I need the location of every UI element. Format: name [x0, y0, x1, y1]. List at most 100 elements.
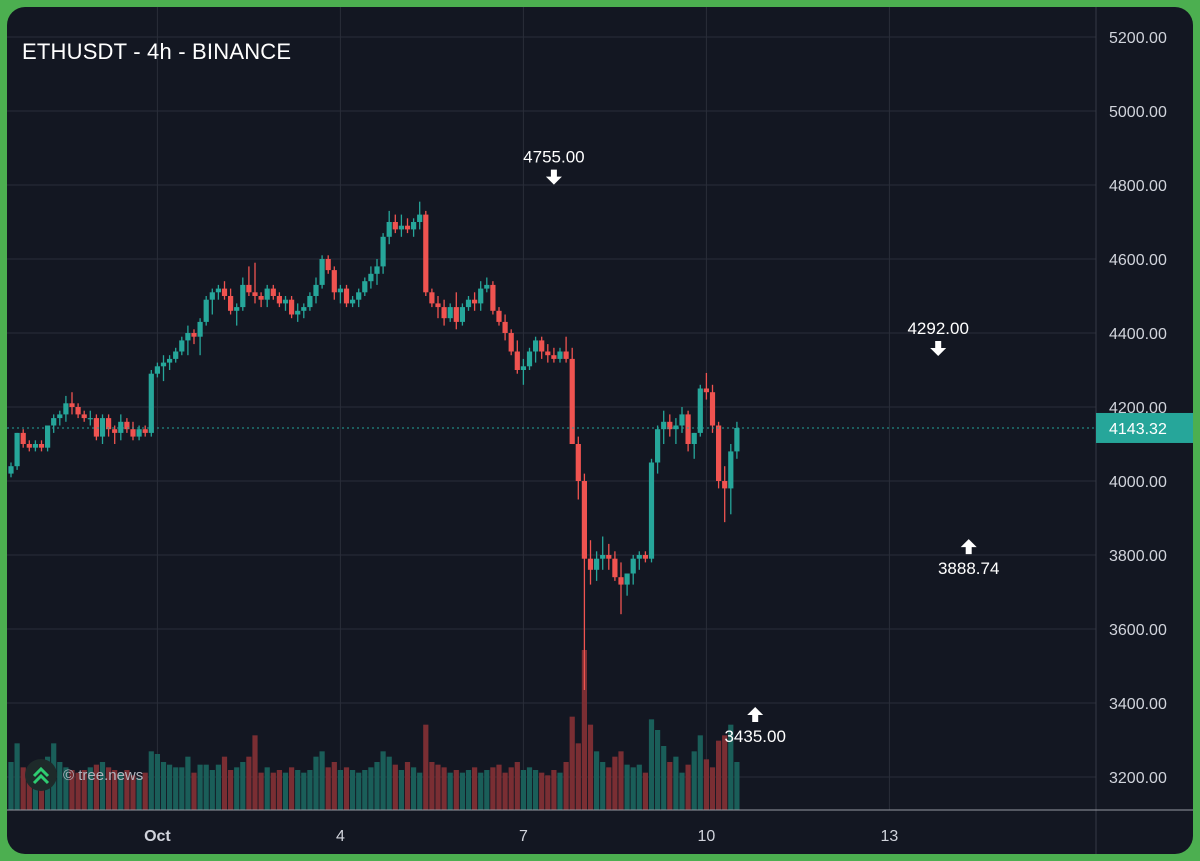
candle-body[interactable]: [600, 555, 606, 559]
candle-body[interactable]: [215, 288, 221, 293]
candle-body[interactable]: [173, 351, 179, 359]
candle-body[interactable]: [307, 296, 313, 308]
candle-body[interactable]: [112, 429, 118, 433]
candle-body[interactable]: [276, 296, 282, 304]
candle-body[interactable]: [520, 366, 526, 370]
candle-body[interactable]: [45, 425, 51, 448]
candle-body[interactable]: [69, 403, 75, 407]
candle-body[interactable]: [655, 429, 661, 463]
candle-body[interactable]: [636, 555, 642, 559]
candle-body[interactable]: [435, 303, 441, 308]
candle-body[interactable]: [691, 432, 697, 444]
candle-body[interactable]: [551, 355, 557, 359]
candle-body[interactable]: [673, 425, 679, 430]
candle-body[interactable]: [343, 288, 350, 304]
candle-body[interactable]: [57, 414, 63, 419]
candle-body[interactable]: [539, 340, 545, 352]
candle-body[interactable]: [270, 288, 276, 296]
candle-body[interactable]: [606, 555, 612, 559]
candle-body[interactable]: [38, 444, 45, 448]
candle-body[interactable]: [709, 392, 716, 426]
candle-body[interactable]: [63, 403, 69, 415]
candle-body[interactable]: [612, 558, 618, 578]
candle-body[interactable]: [411, 222, 417, 230]
candle-body[interactable]: [661, 421, 667, 430]
candle-body[interactable]: [569, 358, 575, 444]
candle-body[interactable]: [594, 558, 600, 570]
candle-body[interactable]: [209, 292, 215, 300]
candle-body[interactable]: [185, 333, 191, 341]
candle-body[interactable]: [362, 281, 368, 293]
candle-body[interactable]: [325, 259, 331, 271]
candle-body[interactable]: [490, 284, 496, 311]
candle-body[interactable]: [106, 418, 112, 430]
candle-body[interactable]: [423, 214, 429, 293]
candle-body[interactable]: [563, 351, 569, 359]
candle-body[interactable]: [514, 351, 520, 371]
candle-body[interactable]: [160, 362, 167, 367]
candle-body[interactable]: [142, 429, 148, 433]
candle-body[interactable]: [51, 418, 57, 426]
candle-body[interactable]: [313, 284, 319, 296]
candle-body[interactable]: [8, 466, 14, 474]
candle-body[interactable]: [179, 340, 185, 352]
candle-body[interactable]: [465, 299, 472, 308]
candle-body[interactable]: [99, 418, 106, 437]
candle-body[interactable]: [417, 214, 423, 222]
candle-body[interactable]: [228, 296, 234, 311]
candle-body[interactable]: [667, 421, 673, 430]
candle-body[interactable]: [557, 351, 563, 359]
candle-body[interactable]: [478, 288, 484, 304]
time-axis[interactable]: Oct 4 7 10 13: [7, 809, 1193, 845]
candle-body[interactable]: [221, 288, 228, 296]
candle-body[interactable]: [502, 321, 508, 333]
candle-body[interactable]: [331, 270, 337, 293]
candle-body[interactable]: [319, 259, 325, 285]
candle-body[interactable]: [545, 351, 551, 356]
candle-body[interactable]: [118, 421, 124, 433]
candle-body[interactable]: [703, 388, 709, 393]
candle-body[interactable]: [191, 333, 197, 337]
candle-body[interactable]: [429, 292, 435, 304]
candle-body[interactable]: [203, 299, 209, 322]
candle-body[interactable]: [289, 299, 295, 315]
candle-body[interactable]: [246, 284, 252, 293]
candle-body[interactable]: [295, 310, 301, 315]
candle-body[interactable]: [734, 427, 740, 452]
candle-body[interactable]: [282, 299, 289, 304]
candle-body[interactable]: [14, 432, 20, 467]
candle-body[interactable]: [87, 418, 93, 420]
candle-body[interactable]: [441, 307, 447, 319]
candle-body[interactable]: [374, 266, 380, 274]
candle-body[interactable]: [386, 222, 392, 237]
candle-body[interactable]: [447, 307, 453, 319]
candle-body[interactable]: [301, 307, 307, 311]
candle-body[interactable]: [472, 299, 478, 304]
candle-body[interactable]: [398, 225, 404, 230]
candle-body[interactable]: [587, 558, 594, 570]
candle-body[interactable]: [533, 340, 539, 352]
price-axis[interactable]: 5200.00 5000.00 4800.00 4600.00 4400.00 4200.…: [1095, 7, 1193, 854]
candle-body[interactable]: [26, 444, 32, 448]
candle-body[interactable]: [642, 555, 648, 559]
candle-body[interactable]: [404, 225, 411, 230]
candle-body[interactable]: [32, 444, 38, 448]
candle-body[interactable]: [264, 288, 270, 300]
candle-body[interactable]: [356, 292, 362, 300]
candle-body[interactable]: [130, 429, 136, 437]
candle-body[interactable]: [679, 414, 685, 426]
candle-body[interactable]: [252, 292, 258, 296]
candle-body[interactable]: [93, 418, 99, 437]
candle-body[interactable]: [526, 351, 533, 367]
candle-body[interactable]: [648, 462, 655, 559]
candle-body[interactable]: [392, 222, 398, 230]
candle-body[interactable]: [124, 421, 130, 430]
candle-body[interactable]: [75, 407, 81, 415]
candle-body[interactable]: [630, 558, 636, 574]
candle-body[interactable]: [81, 414, 87, 419]
candle-body[interactable]: [722, 481, 728, 489]
candle-body[interactable]: [618, 577, 624, 585]
candle-body[interactable]: [197, 321, 203, 337]
candle-body[interactable]: [368, 273, 374, 282]
candle-body[interactable]: [575, 444, 581, 481]
